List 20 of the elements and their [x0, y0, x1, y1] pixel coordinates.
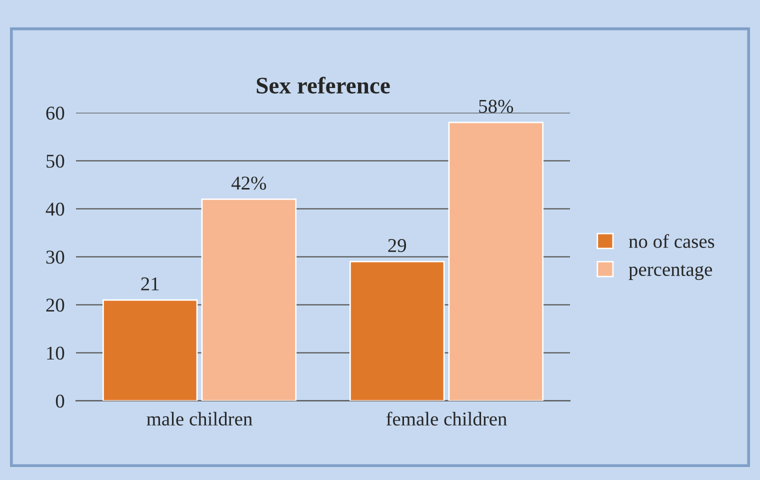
y-tick-label: 10	[47, 346, 64, 360]
bar	[201, 198, 297, 401]
x-tick-label: male children	[146, 412, 252, 426]
y-tick-label: 60	[46, 106, 64, 120]
y-tick-label: 0	[56, 394, 64, 408]
data-label: 29	[388, 239, 406, 252]
y-tick-label: 50	[46, 154, 64, 168]
legend-label: percentage	[628, 264, 712, 280]
y-tick-label: 40	[46, 202, 64, 216]
legend-label: no of cases	[628, 234, 714, 248]
y-tick-label: 30	[46, 250, 64, 264]
bar	[448, 122, 544, 401]
data-label: 58%	[479, 100, 514, 113]
bar	[349, 260, 445, 401]
data-label: 21	[141, 277, 159, 290]
data-label: 42%	[231, 176, 266, 190]
chart-title: Sex reference	[256, 76, 390, 94]
bar	[102, 299, 198, 401]
y-tick-label: 20	[46, 298, 64, 312]
x-tick-label: female children	[386, 412, 507, 426]
